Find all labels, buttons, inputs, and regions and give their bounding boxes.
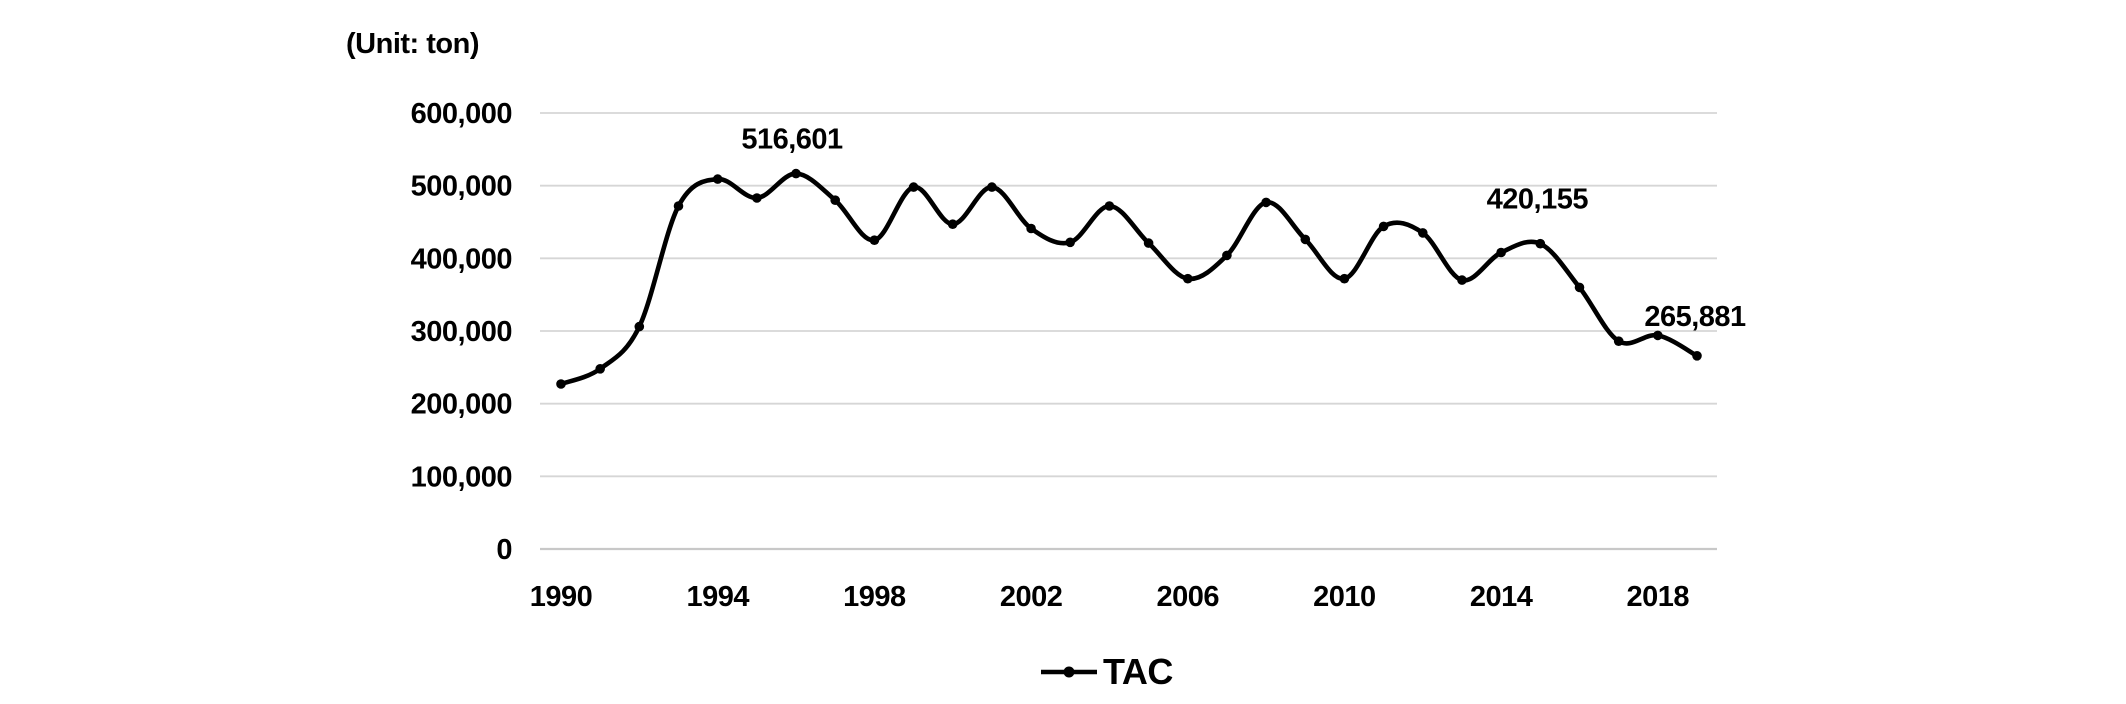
data-point-marker-1992 — [634, 321, 645, 332]
data-point-marker-1999 — [908, 182, 919, 192]
y-axis-tick-label-200000: 200,000 — [411, 389, 512, 421]
x-axis-tick-label-2006: 2006 — [1157, 581, 1220, 613]
legend-marker-dot — [1063, 666, 1075, 678]
data-label-1996: 516,601 — [741, 124, 843, 156]
data-point-marker-2003 — [1065, 237, 1075, 248]
data-point-marker-2008 — [1261, 197, 1271, 208]
data-point-marker-2019 — [1692, 351, 1702, 361]
data-point-marker-2013 — [1457, 275, 1467, 285]
data-point-marker-1990 — [556, 379, 566, 389]
data-point-marker-2007 — [1222, 250, 1232, 261]
y-axis-tick-label-600000: 600,000 — [411, 98, 512, 130]
x-axis-tick-label-2002: 2002 — [1000, 581, 1063, 613]
y-axis-unit-label: (Unit: ton) — [346, 28, 480, 60]
data-point-marker-1991 — [595, 364, 605, 374]
data-point-marker-2002 — [1026, 223, 1036, 234]
data-point-marker-2005 — [1143, 238, 1154, 248]
y-axis-tick-label-0: 0 — [496, 534, 512, 566]
x-axis-tick-label-2010: 2010 — [1313, 581, 1376, 613]
x-axis-tick-label-1998: 1998 — [843, 581, 906, 613]
data-point-marker-2016 — [1574, 282, 1585, 293]
data-point-marker-2012 — [1418, 228, 1428, 238]
data-point-marker-1993 — [673, 201, 684, 211]
data-point-marker-2015 — [1535, 238, 1546, 249]
data-point-marker-2011 — [1378, 221, 1389, 232]
data-point-marker-2014 — [1496, 247, 1506, 258]
data-label-2019: 265,881 — [1644, 301, 1746, 333]
data-point-marker-2004 — [1104, 201, 1115, 211]
data-point-marker-2006 — [1183, 273, 1193, 284]
x-axis-tick-label-1990: 1990 — [530, 581, 593, 613]
y-axis-tick-label-400000: 400,000 — [411, 243, 512, 275]
y-axis-tick-label-100000: 100,000 — [411, 461, 512, 493]
legend: TAC — [1040, 652, 1173, 692]
data-point-marker-2018 — [1653, 330, 1663, 341]
data-point-marker-2009 — [1300, 234, 1311, 245]
data-point-marker-1996 — [791, 168, 801, 179]
data-point-marker-2017 — [1613, 336, 1624, 347]
data-point-marker-1998 — [869, 235, 880, 245]
data-point-marker-1995 — [752, 193, 762, 203]
data-label-2015: 420,155 — [1487, 184, 1589, 216]
x-axis-tick-label-2018: 2018 — [1627, 581, 1690, 613]
data-point-marker-1994 — [712, 174, 723, 184]
data-point-marker-2001 — [987, 182, 997, 192]
legend-line-marker-icon — [1041, 666, 1097, 678]
data-point-marker-2000 — [947, 219, 958, 229]
data-point-marker-1997 — [830, 195, 840, 205]
data-point-marker-2010 — [1339, 273, 1350, 284]
x-axis-tick-label-1994: 1994 — [686, 581, 749, 613]
y-axis-tick-label-300000: 300,000 — [411, 316, 512, 348]
x-axis-tick-label-2014: 2014 — [1470, 581, 1533, 613]
y-axis-tick-label-500000: 500,000 — [411, 171, 512, 203]
legend-label: TAC — [1103, 651, 1173, 692]
